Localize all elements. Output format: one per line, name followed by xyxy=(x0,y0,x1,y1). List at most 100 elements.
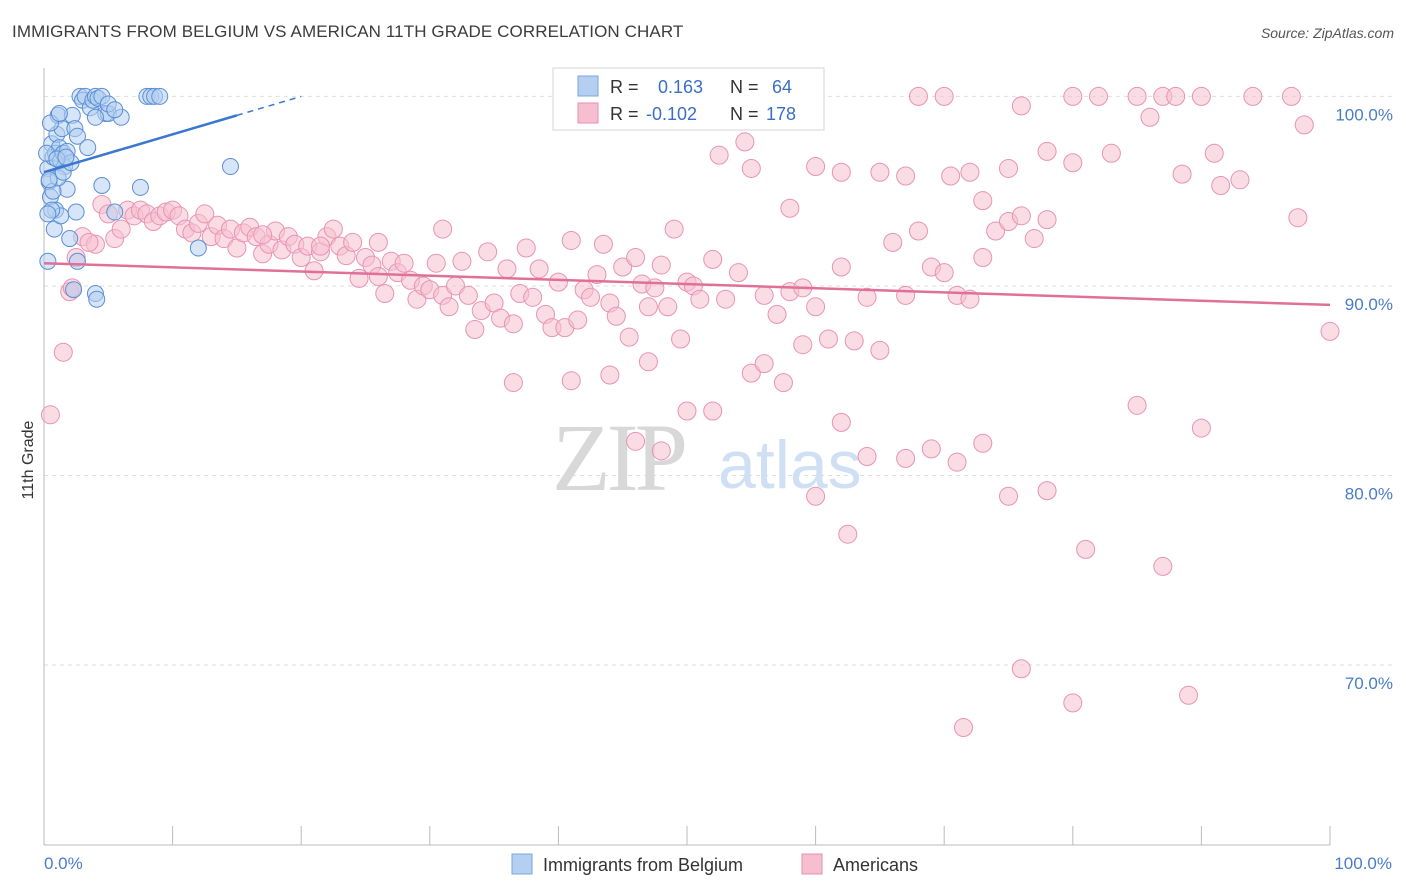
data-point xyxy=(1288,208,1308,228)
data-point xyxy=(806,486,826,506)
data-point xyxy=(857,287,877,307)
data-point xyxy=(426,253,446,273)
data-point xyxy=(1063,86,1083,106)
y-tick-label: 70.0% xyxy=(1345,674,1393,693)
data-point xyxy=(728,263,748,283)
data-point xyxy=(773,373,793,393)
data-point xyxy=(310,236,330,256)
data-point xyxy=(40,405,60,425)
data-point xyxy=(516,238,536,258)
data-point xyxy=(1037,141,1057,161)
data-point xyxy=(394,253,414,273)
legend-r-value: 0.163 xyxy=(658,77,703,97)
data-point xyxy=(606,306,626,326)
data-point xyxy=(735,132,755,152)
tick-labels: 100.0% 90.0% 80.0% 70.0% 0.0% 100.0% xyxy=(44,105,1393,873)
legend-pink-swatch xyxy=(577,102,599,124)
legend-r-label: R = xyxy=(610,77,639,97)
x-tick-label: 0.0% xyxy=(44,854,83,873)
data-point xyxy=(664,219,684,239)
data-point xyxy=(1243,86,1263,106)
data-point xyxy=(65,281,83,299)
data-point xyxy=(323,219,343,239)
data-point xyxy=(741,363,761,383)
x-tick-label: 100.0% xyxy=(1334,854,1392,873)
source-label: Source: ZipAtlas.com xyxy=(1260,25,1394,41)
data-point xyxy=(458,285,478,305)
data-point xyxy=(88,290,106,308)
legend-belgium-label: Immigrants from Belgium xyxy=(543,855,743,875)
data-point xyxy=(754,285,774,305)
data-point xyxy=(67,203,85,221)
data-point xyxy=(1172,164,1192,184)
trend-line-belgium-extension xyxy=(236,95,302,117)
data-point xyxy=(581,287,601,307)
data-point xyxy=(439,297,459,317)
data-point xyxy=(375,284,395,304)
data-point xyxy=(195,204,215,224)
data-point xyxy=(523,287,543,307)
data-point xyxy=(818,329,838,349)
legend-r-value: -0.102 xyxy=(646,104,697,124)
data-point xyxy=(741,158,761,178)
data-point xyxy=(973,433,993,453)
data-point xyxy=(40,171,58,189)
data-point xyxy=(151,87,169,105)
series-americans xyxy=(40,86,1340,738)
data-point xyxy=(883,232,903,252)
data-point xyxy=(780,198,800,218)
series-belgium xyxy=(38,87,239,308)
legend-americans-label: Americans xyxy=(833,855,918,875)
data-point xyxy=(973,248,993,268)
data-point xyxy=(57,148,75,166)
data-point xyxy=(497,259,517,279)
data-point xyxy=(754,354,774,374)
data-point xyxy=(806,157,826,177)
data-point xyxy=(1230,170,1250,190)
data-point xyxy=(111,219,131,239)
data-point xyxy=(593,234,613,254)
y-tick-label: 80.0% xyxy=(1345,484,1393,503)
data-point xyxy=(1153,556,1173,576)
legend-r-label: R = xyxy=(610,104,639,124)
data-point xyxy=(844,331,864,351)
data-point xyxy=(86,108,104,126)
data-point xyxy=(68,127,86,145)
data-point xyxy=(638,352,658,372)
data-point xyxy=(587,265,607,285)
data-point xyxy=(1063,153,1083,173)
data-point xyxy=(921,439,941,459)
data-point xyxy=(1024,229,1044,249)
data-point xyxy=(838,524,858,544)
data-point xyxy=(561,230,581,250)
data-point xyxy=(999,486,1018,506)
data-point xyxy=(709,145,729,165)
data-point xyxy=(953,718,973,738)
data-point xyxy=(626,248,646,268)
data-point xyxy=(189,239,207,257)
data-point xyxy=(613,257,633,277)
data-point xyxy=(677,401,697,421)
data-point xyxy=(960,162,980,182)
legend-top: R = 0.163 N = 64 R = -0.102 N = 178 xyxy=(552,67,825,131)
chart-title: IMMIGRANTS FROM BELGIUM VS AMERICAN 11TH… xyxy=(12,22,684,41)
legend-americans-swatch xyxy=(801,853,823,875)
data-point xyxy=(368,266,388,286)
data-point xyxy=(651,441,671,461)
data-point xyxy=(465,320,485,340)
trend-line-americans xyxy=(43,261,1331,307)
data-point xyxy=(671,329,691,349)
data-point xyxy=(703,249,723,269)
trend-line-belgium xyxy=(43,114,238,174)
data-point xyxy=(478,242,498,262)
data-point xyxy=(645,278,665,298)
data-point xyxy=(626,431,646,451)
data-point xyxy=(1166,86,1186,106)
data-point xyxy=(767,304,787,324)
data-point xyxy=(1127,395,1147,415)
data-point xyxy=(806,297,826,317)
data-point xyxy=(503,373,523,393)
data-point xyxy=(79,232,99,252)
data-point xyxy=(651,255,671,275)
legend-n-value: 64 xyxy=(772,77,792,97)
